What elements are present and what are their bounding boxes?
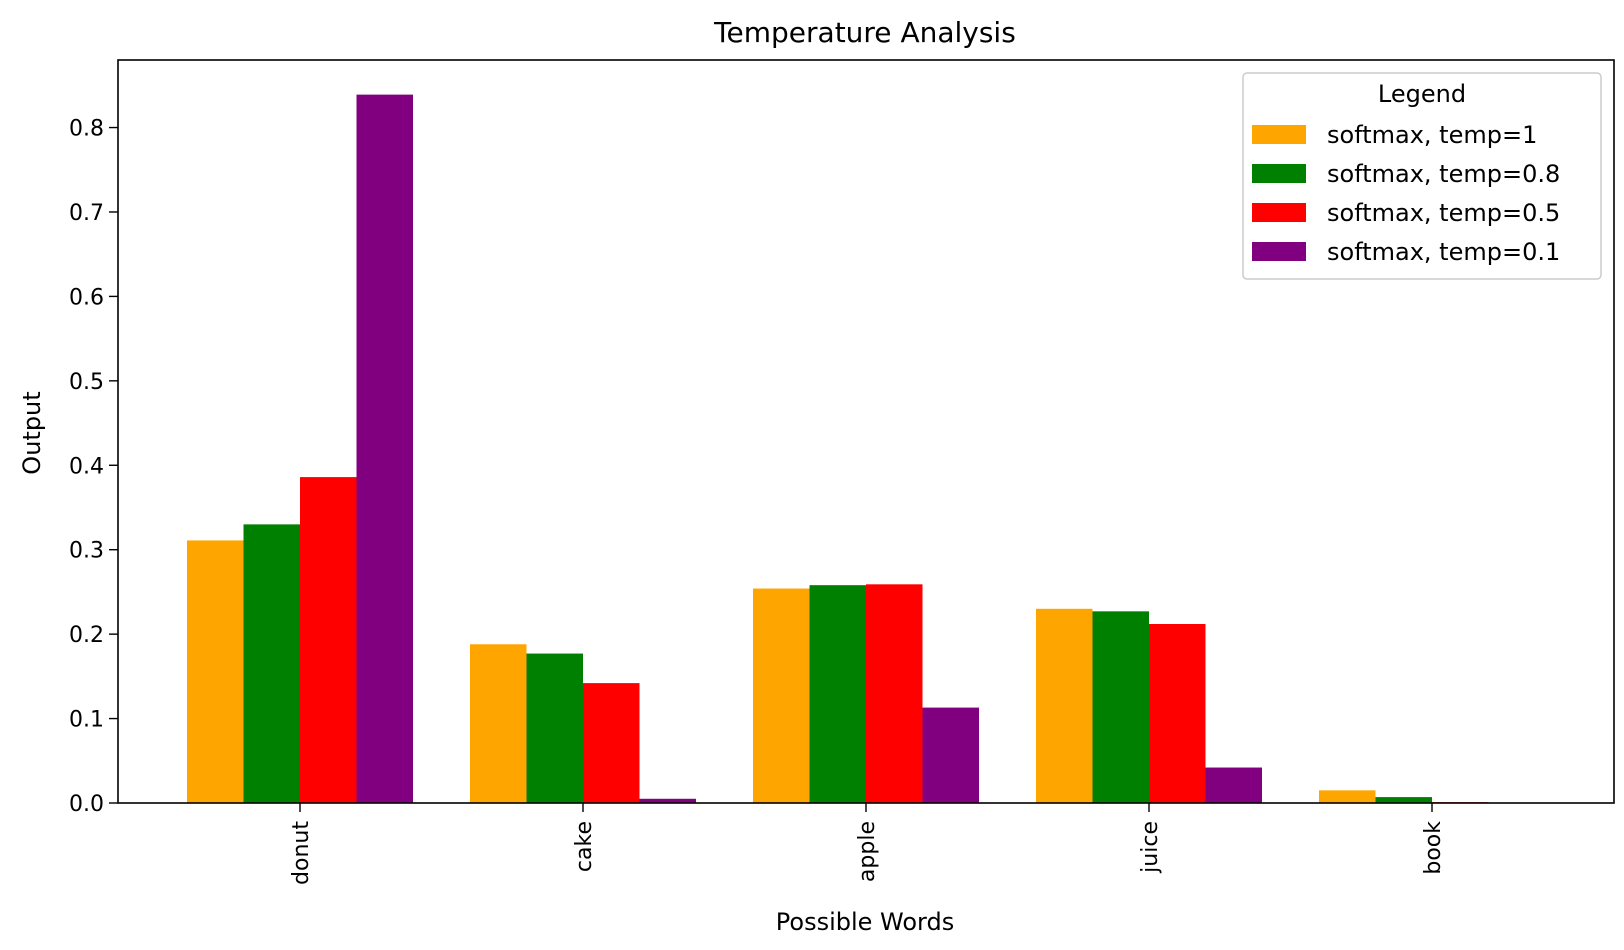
y-tick-label: 0.0 [69, 792, 104, 817]
bar-cake-series-1 [470, 644, 527, 803]
y-tick-label: 0.1 [69, 708, 104, 733]
plot-frame [117, 59, 1615, 804]
bar-juice-series-2 [1092, 611, 1149, 803]
y-tick-label: 0.2 [69, 623, 104, 648]
legend-entry-4: softmax, temp=0.1 [1327, 238, 1560, 266]
y-tick-label: 0.7 [69, 201, 104, 226]
bar-apple-series-4 [922, 707, 979, 803]
legend-box [1242, 72, 1602, 280]
x-tick-label-donut: donut [289, 821, 314, 885]
legend-entry-1: softmax, temp=1 [1327, 121, 1537, 149]
legend-swatch-3 [1252, 203, 1306, 222]
bar-juice-series-4 [1205, 767, 1262, 803]
y-axis-label: Output [18, 391, 46, 474]
bar-donut-series-3 [300, 477, 357, 803]
x-tick-label-book: book [1421, 821, 1446, 875]
bar-donut-series-2 [243, 524, 300, 804]
x-tick-label-juice: juice [1138, 821, 1163, 874]
bar-donut-series-1 [187, 540, 244, 803]
y-tick-label: 0.5 [69, 370, 104, 395]
bar-apple-series-2 [809, 585, 866, 803]
y-tick-label: 0.4 [69, 454, 104, 479]
bar-book-series-1 [1319, 790, 1376, 803]
x-axis: donut cake apple juice book [289, 803, 1446, 885]
legend-swatch-2 [1252, 164, 1306, 183]
bars-group [187, 94, 1489, 804]
bar-juice-series-1 [1036, 608, 1093, 803]
x-tick-label-apple: apple [855, 821, 880, 882]
bar-cake-series-4 [639, 798, 696, 803]
y-tick-label: 0.6 [69, 285, 104, 310]
chart-title: Temperature Analysis [713, 16, 1016, 49]
bar-donut-series-4 [356, 94, 413, 804]
y-axis: 0.0 0.1 0.2 0.3 0.4 0.5 0.6 0.7 0.8 [69, 117, 118, 817]
legend: Legend softmax, temp=1 softmax, temp=0.8 s… [1242, 72, 1602, 280]
legend-entry-3: softmax, temp=0.5 [1327, 199, 1560, 227]
legend-entry-2: softmax, temp=0.8 [1327, 160, 1560, 188]
bar-juice-series-3 [1149, 624, 1206, 803]
bar-cake-series-2 [526, 653, 583, 803]
legend-swatch-4 [1252, 242, 1306, 261]
bar-apple-series-1 [753, 588, 810, 803]
x-tick-label-cake: cake [572, 821, 597, 872]
y-tick-label: 0.8 [69, 117, 104, 142]
x-axis-label: Possible Words [776, 908, 954, 936]
bar-book-series-2 [1375, 797, 1432, 803]
bar-apple-series-3 [866, 584, 923, 803]
legend-title: Legend [1378, 80, 1466, 108]
y-tick-label: 0.3 [69, 539, 104, 564]
bar-cake-series-3 [583, 683, 640, 803]
legend-swatch-1 [1252, 125, 1306, 144]
